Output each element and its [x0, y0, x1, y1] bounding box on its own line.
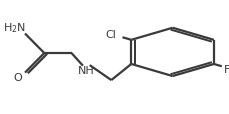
Text: Cl: Cl [105, 29, 116, 39]
Text: H$_2$N: H$_2$N [3, 21, 26, 35]
Text: NH: NH [78, 66, 94, 76]
Text: O: O [14, 73, 22, 82]
Text: F: F [223, 64, 229, 74]
